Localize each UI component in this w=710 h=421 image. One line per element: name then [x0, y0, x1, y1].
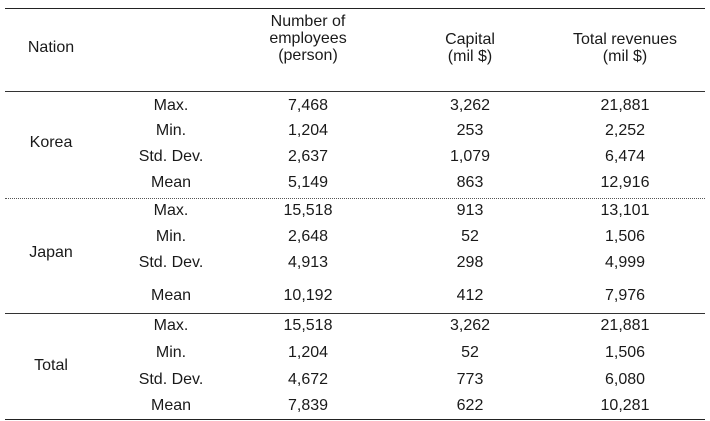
nation-japan: Japan [29, 244, 73, 261]
employees-cell: 1,204 [287, 344, 329, 361]
capital-cell: 1,079 [449, 148, 491, 165]
revenues-cell: 1,506 [604, 344, 646, 361]
stat-label: Mean [150, 287, 192, 304]
employees-cell: 4,672 [287, 371, 329, 388]
stat-label: Max. [153, 202, 189, 219]
stat-label: Min. [155, 122, 187, 139]
capital-cell: 52 [461, 344, 479, 361]
capital-cell: 3,262 [449, 97, 491, 114]
revenues-cell: 1,506 [604, 228, 646, 245]
revenues-cell: 10,281 [600, 397, 650, 414]
header-nation: Nation [27, 39, 75, 56]
employees-cell: 7,839 [287, 397, 329, 414]
header-employees: Number of employees (person) [269, 13, 347, 64]
capital-cell: 863 [456, 174, 484, 191]
employees-cell: 4,913 [287, 254, 329, 271]
stat-label: Mean [150, 397, 192, 414]
revenues-cell: 4,999 [604, 254, 646, 271]
capital-cell: 773 [456, 371, 484, 388]
capital-cell: 913 [456, 202, 484, 219]
revenues-cell: 7,976 [604, 287, 646, 304]
capital-cell: 412 [456, 287, 484, 304]
employees-cell: 7,468 [287, 97, 329, 114]
stat-label: Max. [153, 317, 189, 334]
capital-cell: 52 [461, 228, 479, 245]
employees-cell: 15,518 [283, 317, 333, 334]
group-separator [5, 198, 705, 199]
revenues-cell: 6,474 [604, 148, 646, 165]
capital-cell: 3,262 [449, 317, 491, 334]
nation-korea: Korea [29, 134, 73, 151]
header-revenues: Total revenues (mil $) [572, 31, 678, 65]
stat-label: Min. [155, 228, 187, 245]
header-capital: Capital (mil $) [445, 31, 495, 65]
stat-label: Mean [150, 174, 192, 191]
capital-cell: 298 [456, 254, 484, 271]
stat-label: Std. Dev. [138, 148, 204, 165]
employees-cell: 2,648 [287, 228, 329, 245]
revenues-cell: 21,881 [600, 317, 650, 334]
capital-cell: 253 [456, 122, 484, 139]
employees-cell: 1,204 [287, 122, 329, 139]
revenues-cell: 6,080 [604, 371, 646, 388]
table-bottom-rule [5, 419, 705, 420]
employees-cell: 5,149 [287, 174, 329, 191]
table-top-rule [5, 8, 705, 9]
header-rule [5, 91, 705, 92]
revenues-cell: 13,101 [600, 202, 650, 219]
revenues-cell: 2,252 [604, 122, 646, 139]
nation-total: Total [34, 357, 68, 374]
stat-label: Max. [153, 97, 189, 114]
group-separator [5, 313, 705, 314]
employees-cell: 15,518 [283, 202, 333, 219]
capital-cell: 622 [456, 397, 484, 414]
stat-label: Std. Dev. [138, 371, 204, 388]
revenues-cell: 12,916 [600, 174, 650, 191]
employees-cell: 10,192 [283, 287, 333, 304]
revenues-cell: 21,881 [600, 97, 650, 114]
employees-cell: 2,637 [287, 148, 329, 165]
stat-label: Std. Dev. [138, 254, 204, 271]
stat-label: Min. [155, 344, 187, 361]
statistics-table: Nation Number of employees (person) Capi… [5, 0, 705, 421]
